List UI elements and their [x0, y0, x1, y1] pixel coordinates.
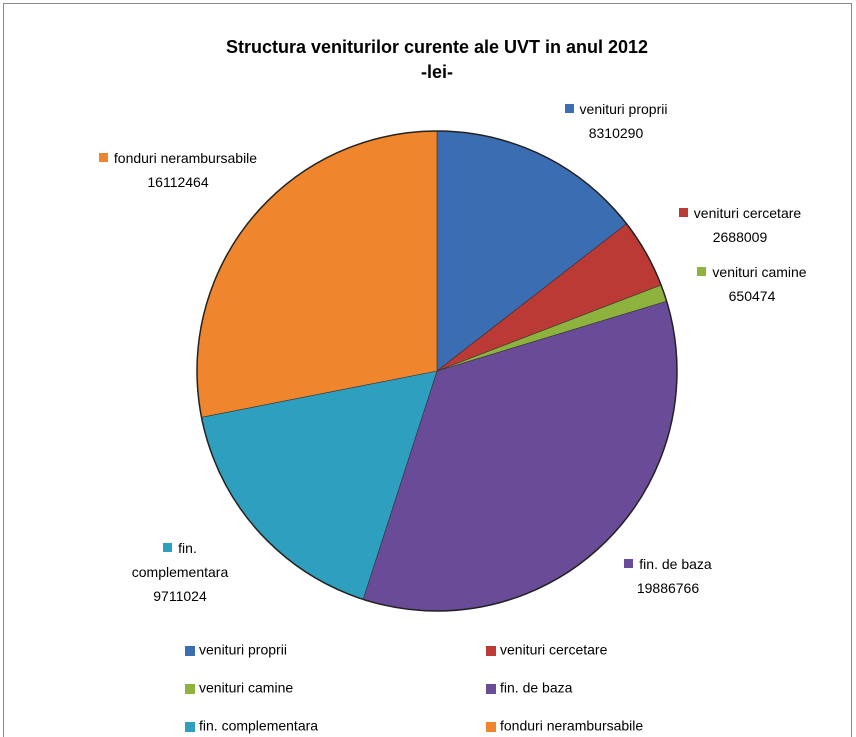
- data-label: venituri proprii 8310290: [541, 97, 691, 145]
- legend-marker: [185, 646, 195, 656]
- legend-label: fonduri nerambursabile: [500, 718, 643, 734]
- label-category: fin. de baza: [639, 556, 712, 572]
- label-category: venituri cercetare: [693, 205, 802, 221]
- legend-marker: [486, 722, 496, 732]
- label-value: 19886766: [636, 580, 700, 596]
- legend-label: venituri cercetare: [500, 642, 608, 658]
- data-label: fonduri nerambursabile 16112464: [98, 146, 258, 194]
- label-value: 650474: [728, 288, 776, 304]
- legend-label: fin. de baza: [500, 680, 573, 696]
- legend-label: venituri proprii: [199, 642, 287, 658]
- label-marker: [98, 153, 108, 162]
- chart-title: Structura veniturilor curente ale UVT in…: [226, 37, 648, 57]
- pie-outline: [196, 130, 678, 612]
- legend-label: fin. complementara: [199, 718, 318, 734]
- data-label: venituri cercetare 2688009: [660, 201, 820, 249]
- label-category: venituri camine: [712, 264, 807, 280]
- label-marker: [678, 208, 688, 217]
- label-marker: [624, 559, 634, 568]
- label-category: fin. complementara: [131, 540, 229, 580]
- label-marker: [163, 543, 173, 552]
- legend-marker: [486, 684, 496, 694]
- label-marker: [697, 267, 707, 276]
- legend: venituri proprii venituri cercetare venitu…: [185, 642, 643, 734]
- data-label: venituri camine 650474: [687, 260, 817, 308]
- legend-label: venituri camine: [199, 680, 293, 696]
- label-value: 16112464: [147, 174, 209, 190]
- legend-marker: [486, 646, 496, 656]
- label-value: 2688009: [712, 229, 768, 245]
- data-label: fin. complementara 9711024: [120, 536, 240, 608]
- chart-subtitle: -lei-: [421, 62, 453, 82]
- label-value: 9711024: [153, 588, 207, 604]
- data-label: fin. de baza 19886766: [603, 552, 733, 600]
- legend-marker: [185, 722, 195, 732]
- label-category: fonduri nerambursabile: [113, 150, 258, 166]
- legend-marker: [185, 684, 195, 694]
- pie: [196, 130, 678, 612]
- label-value: 8310290: [588, 125, 644, 141]
- label-category: venituri proprii: [579, 101, 668, 117]
- label-marker: [564, 104, 574, 113]
